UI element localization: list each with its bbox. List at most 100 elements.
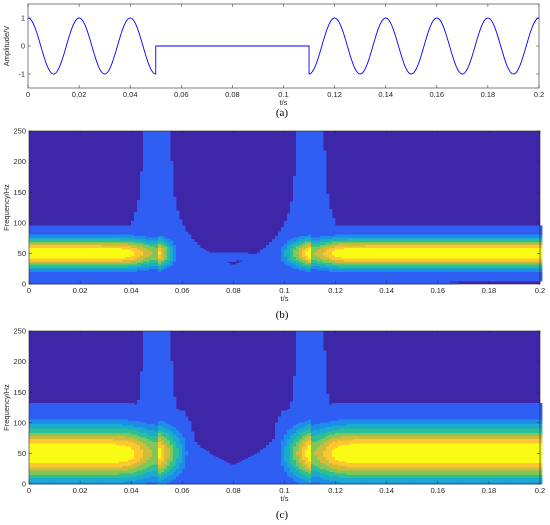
heatmap-cell	[344, 240, 348, 243]
heatmap-cell	[431, 227, 435, 229]
heatmap-cell	[293, 213, 297, 216]
heatmap-cell	[170, 221, 174, 223]
heatmap-cell	[482, 254, 486, 256]
heatmap-cell	[398, 252, 402, 255]
heatmap-cell	[152, 200, 156, 202]
heatmap-cell	[524, 248, 528, 250]
heatmap-cell	[494, 242, 498, 244]
heatmap-cell	[389, 257, 393, 259]
heatmap-cell	[152, 254, 156, 256]
heatmap-cell	[308, 131, 312, 133]
heatmap-cell	[158, 152, 162, 154]
heatmap-cell	[158, 222, 162, 225]
heatmap-cell	[296, 188, 300, 190]
heatmap-cell	[317, 242, 321, 244]
heatmap-cell	[320, 159, 324, 162]
heatmap-cell	[80, 248, 84, 250]
heatmap-cell	[476, 225, 480, 228]
heatmap-cell	[137, 240, 141, 243]
heatmap-cell	[443, 240, 447, 243]
heatmap-cell	[143, 242, 147, 244]
heatmap-cell	[152, 183, 156, 186]
heatmap-cell	[80, 251, 84, 253]
heatmap-cell	[119, 243, 123, 246]
heatmap-cell	[350, 231, 354, 234]
heatmap-cell	[503, 255, 507, 258]
heatmap-cell	[182, 237, 186, 240]
heatmap-cell	[68, 260, 72, 262]
heatmap-cell	[146, 215, 150, 217]
heatmap-cell	[425, 257, 429, 259]
heatmap-cell	[65, 230, 69, 232]
heatmap-cell	[488, 257, 492, 259]
heatmap-cell	[161, 201, 165, 204]
heatmap-cell	[302, 171, 306, 174]
heatmap-cell	[449, 251, 453, 253]
heatmap-cell	[143, 249, 147, 252]
heatmap-cell	[452, 251, 456, 253]
heatmap-cell	[158, 188, 162, 190]
heatmap-cell	[269, 255, 273, 258]
heatmap-cell	[140, 237, 144, 240]
heatmap-cell	[314, 147, 318, 150]
heatmap-cell	[314, 159, 318, 162]
heatmap-cell	[185, 249, 189, 252]
heatmap-cell	[284, 221, 288, 223]
heatmap-cell	[419, 248, 423, 250]
heatmap-cell	[215, 254, 219, 256]
heatmap-cell	[323, 203, 327, 205]
heatmap-cell	[503, 237, 507, 240]
heatmap-cell	[152, 171, 156, 174]
heatmap-cell	[185, 237, 189, 240]
heatmap-cell	[161, 248, 165, 250]
heatmap-cell	[359, 251, 363, 253]
heatmap-cell	[215, 258, 219, 261]
heatmap-cell	[281, 242, 285, 244]
heatmap-cell	[272, 239, 276, 241]
heatmap-cell	[110, 260, 114, 262]
heatmap-cell	[323, 188, 327, 190]
heatmap-cell	[209, 252, 213, 255]
heatmap-cell	[155, 176, 159, 178]
heatmap-cell	[485, 227, 489, 229]
heatmap-cell	[80, 233, 84, 235]
heatmap-cell	[185, 231, 189, 234]
heatmap-cell	[191, 260, 195, 262]
heatmap-cell	[431, 230, 435, 232]
heatmap-cell	[89, 255, 93, 258]
heatmap-cell	[338, 227, 342, 229]
heatmap-cell	[314, 197, 318, 199]
heatmap-cell	[155, 218, 159, 220]
heatmap-cell	[71, 225, 75, 228]
heatmap-cell	[434, 255, 438, 258]
heatmap-cell	[527, 249, 531, 252]
heatmap-cell	[32, 230, 36, 232]
heatmap-cell	[380, 228, 384, 231]
heatmap-cell	[146, 168, 150, 171]
heatmap-cell	[458, 242, 462, 244]
heatmap-cell	[437, 258, 441, 261]
heatmap-cell	[143, 197, 147, 199]
heatmap-cell	[350, 246, 354, 249]
heatmap-cell	[53, 249, 57, 252]
heatmap-cell	[146, 191, 150, 193]
heatmap-cell	[428, 236, 432, 238]
heatmap-cell	[299, 191, 303, 193]
heatmap-cell	[77, 254, 81, 256]
heatmap-cell	[512, 257, 516, 259]
heatmap-cell	[308, 177, 312, 180]
heatmap-cell	[362, 240, 366, 243]
heatmap-cell	[356, 246, 360, 249]
heatmap-cell	[302, 255, 306, 258]
heatmap-cell	[83, 255, 87, 258]
heatmap-cell	[155, 203, 159, 205]
heatmap-cell	[431, 245, 435, 247]
x-tick-label: 0.18	[481, 90, 496, 99]
heatmap-cell	[134, 228, 138, 231]
heatmap-cell	[167, 164, 171, 166]
heatmap-cell	[467, 246, 471, 249]
heatmap-cell	[137, 239, 141, 241]
heatmap-cell	[149, 249, 153, 252]
heatmap-cell	[323, 185, 327, 187]
heatmap-cell	[290, 219, 294, 222]
